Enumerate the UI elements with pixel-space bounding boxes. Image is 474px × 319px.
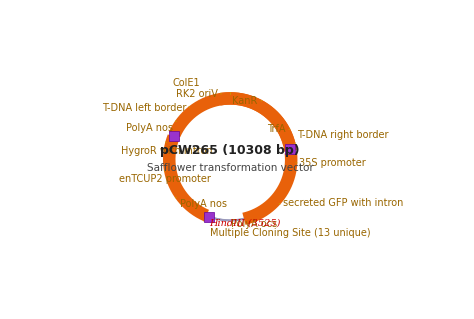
Text: PolyA ocs: PolyA ocs	[231, 219, 277, 228]
Text: HygroR with intron: HygroR with intron	[121, 146, 212, 156]
Polygon shape	[283, 186, 286, 190]
Polygon shape	[280, 125, 283, 129]
Polygon shape	[265, 206, 269, 209]
Polygon shape	[170, 138, 174, 142]
Text: RK2 oriV: RK2 oriV	[176, 89, 218, 99]
Polygon shape	[257, 103, 261, 107]
Text: PolyA nos: PolyA nos	[126, 123, 173, 133]
Text: HindIII (3525): HindIII (3525)	[210, 218, 281, 227]
Text: PolyA nos: PolyA nos	[180, 199, 227, 209]
Polygon shape	[201, 104, 204, 108]
Text: T-DNA left border: T-DNA left border	[102, 102, 186, 113]
Text: ColE1: ColE1	[173, 78, 201, 88]
Text: enTCUP2 promoter: enTCUP2 promoter	[119, 174, 211, 184]
Polygon shape	[289, 167, 293, 170]
Text: Safflower transformation vector: Safflower transformation vector	[147, 163, 314, 173]
Polygon shape	[243, 98, 246, 102]
Text: T-DNA right border: T-DNA right border	[298, 130, 389, 140]
Text: KanR: KanR	[232, 96, 258, 106]
Polygon shape	[262, 106, 265, 110]
Polygon shape	[285, 138, 290, 142]
Polygon shape	[167, 156, 172, 159]
Polygon shape	[277, 121, 280, 124]
Text: pCW265 (10308 bp): pCW265 (10308 bp)	[160, 145, 300, 158]
Text: 35S promoter: 35S promoter	[300, 158, 366, 168]
Polygon shape	[191, 206, 195, 210]
Text: secreted GFP with intron: secreted GFP with intron	[283, 198, 403, 209]
Text: Multiple Cloning Site (13 unique): Multiple Cloning Site (13 unique)	[210, 228, 370, 238]
Polygon shape	[287, 142, 291, 146]
Polygon shape	[180, 120, 183, 124]
Polygon shape	[227, 96, 230, 101]
Polygon shape	[251, 214, 255, 218]
Text: TrfA: TrfA	[267, 124, 285, 135]
Polygon shape	[174, 185, 178, 189]
